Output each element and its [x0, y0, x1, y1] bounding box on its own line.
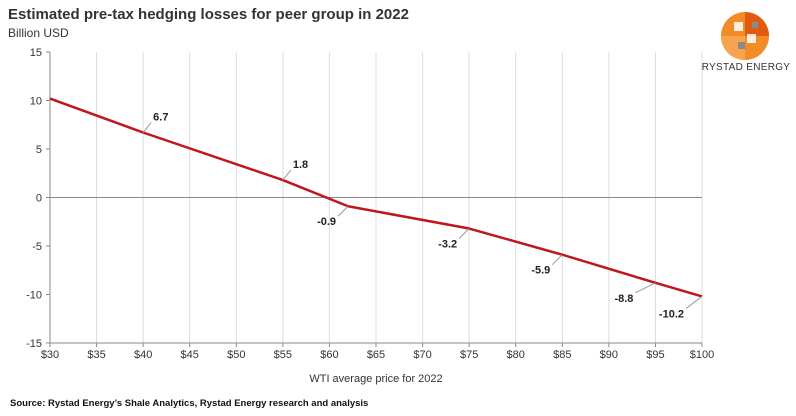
rystad-globe-icon	[721, 12, 769, 60]
y-tick-label: 5	[36, 144, 42, 156]
x-tick-label: $95	[646, 349, 664, 361]
annotation-leader	[282, 169, 292, 181]
x-tick-label: $65	[367, 349, 385, 361]
annotation-leader	[685, 296, 703, 309]
x-tick-label: $35	[87, 349, 105, 361]
y-tick-label: -15	[26, 338, 42, 350]
data-label: 6.7	[153, 112, 168, 124]
brand-name: RYSTAD ENERGY	[701, 62, 791, 73]
x-tick-label: $80	[507, 349, 525, 361]
x-tick-label: $40	[134, 349, 152, 361]
annotation-leader	[635, 282, 656, 294]
y-tick-label: -5	[32, 241, 42, 253]
x-tick-label: $70	[413, 349, 431, 361]
data-label: -8.8	[614, 293, 633, 305]
annotation-leader	[142, 122, 152, 133]
x-tick-label: $85	[553, 349, 571, 361]
annotation-leader	[551, 254, 563, 266]
annotation-leader	[337, 205, 349, 217]
chart-series	[49, 97, 703, 298]
x-axis-label: WTI average price for 2022	[309, 373, 442, 385]
chart-subtitle: Billion USD	[8, 26, 69, 40]
chart-title: Estimated pre-tax hedging losses for pee…	[8, 6, 409, 23]
x-tick-label: $55	[274, 349, 292, 361]
x-tick-label: $30	[41, 349, 59, 361]
y-tick-label: 15	[30, 47, 42, 59]
chart-ticks: -15 -10 -5 0 5 10 15 $30 $35 $40 $45 $50 $55 $60 $65 $7…	[26, 47, 714, 361]
data-label: -5.9	[531, 265, 550, 277]
chart-annotations: 6.7 1.8 -0.9 -3.2 -5.9 -8.8 -10.2	[142, 112, 703, 320]
y-tick-label: 0	[36, 193, 42, 205]
x-tick-label: $45	[181, 349, 199, 361]
data-label: -10.2	[659, 308, 684, 320]
y-tick-label: -10	[26, 290, 42, 302]
data-label: -0.9	[317, 216, 336, 228]
y-tick-label: 10	[30, 96, 42, 108]
series-line	[49, 97, 703, 298]
x-tick-label: $50	[227, 349, 245, 361]
annotation-leader	[458, 228, 470, 239]
data-label: 1.8	[293, 159, 308, 171]
x-tick-label: $90	[600, 349, 618, 361]
data-label: -3.2	[438, 239, 457, 251]
x-tick-label: $60	[320, 349, 338, 361]
x-tick-label: $75	[460, 349, 478, 361]
source-note: Source: Rystad Energy’s Shale Analytics,…	[10, 398, 369, 409]
x-tick-label: $100	[690, 349, 714, 361]
